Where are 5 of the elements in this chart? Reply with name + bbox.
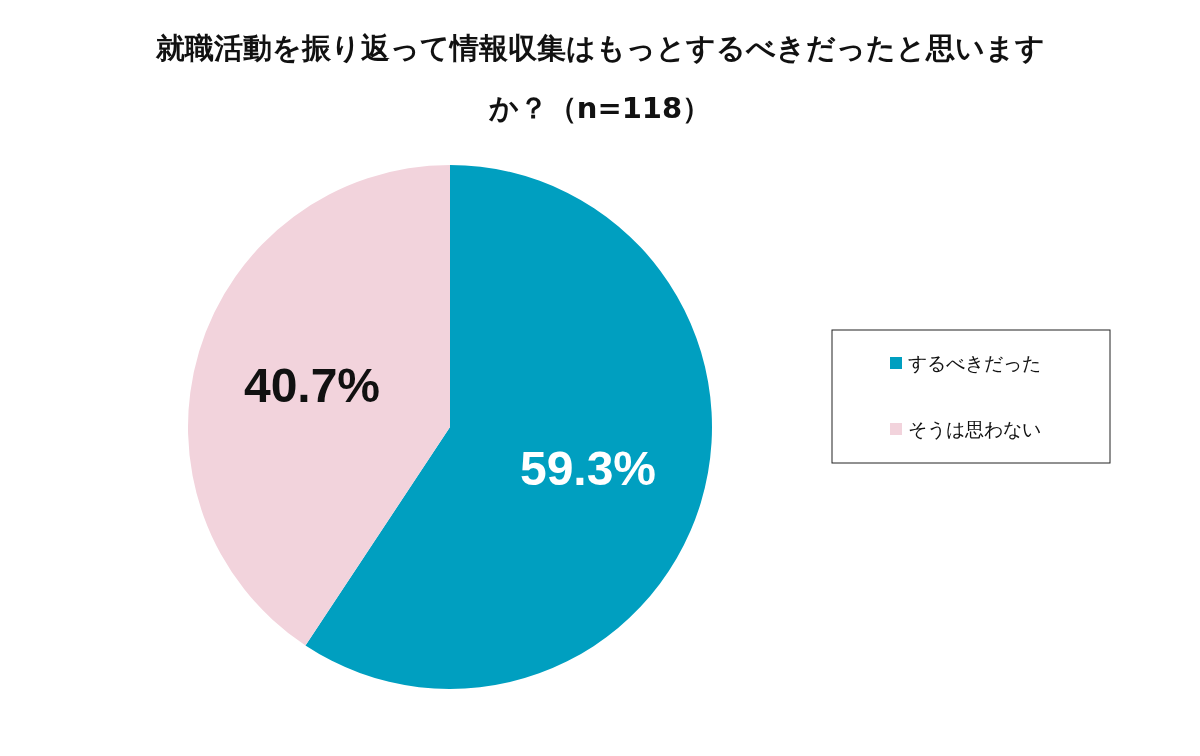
chart-title: 就職活動を振り返って情報収集はもっとするべきだったと思いますか？（n=118） [154, 30, 1046, 127]
data-label: 59.3% [519, 442, 657, 496]
legend-label: そうは思わない [908, 418, 1041, 440]
data-label: 40.7% [243, 358, 381, 412]
legend-label: するべきだった [908, 352, 1041, 374]
